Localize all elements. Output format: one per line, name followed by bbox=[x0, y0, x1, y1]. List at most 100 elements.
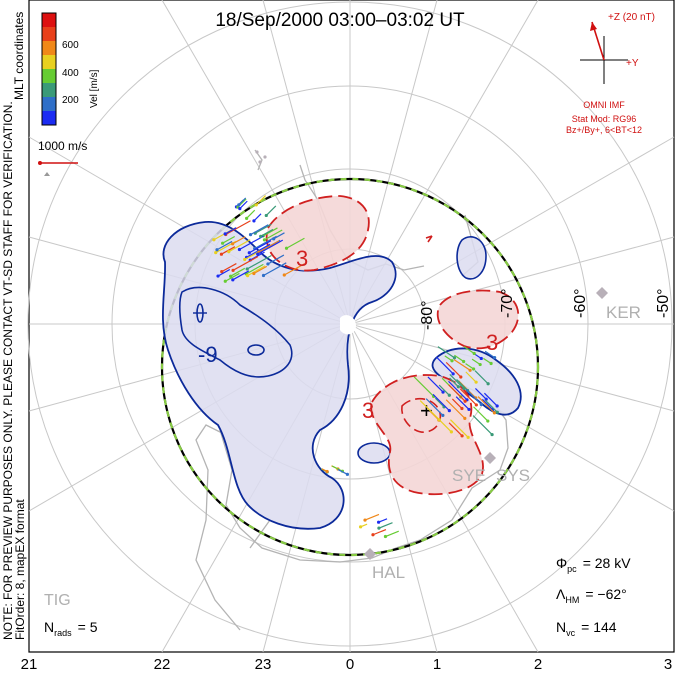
velocity-vector-origin bbox=[259, 234, 263, 238]
velocity-vector-origin bbox=[451, 372, 455, 376]
velocity-vector-origin bbox=[383, 534, 388, 539]
velocity-vector-origin bbox=[237, 203, 241, 207]
velocity-vector-origin bbox=[490, 432, 494, 437]
velocity-vector bbox=[238, 197, 247, 206]
velocity-vector-origin bbox=[463, 399, 467, 403]
velocity-vector-origin bbox=[478, 362, 482, 367]
imf-y-label: +Y bbox=[626, 58, 639, 69]
velocity-vector-origin bbox=[363, 518, 367, 522]
contour-label-3-noon: 3 bbox=[296, 246, 308, 271]
mlt-tick-21: 21 bbox=[21, 656, 38, 673]
velocity-vector bbox=[260, 228, 274, 237]
velocity-vector-origin bbox=[479, 356, 483, 361]
velocity-vector-origin bbox=[479, 402, 483, 407]
velocity-vector-origin bbox=[230, 242, 235, 246]
velocity-vector-origin bbox=[489, 361, 493, 366]
velocity-reference-marker bbox=[44, 172, 50, 176]
velocity-vector-origin bbox=[474, 380, 478, 384]
velocity-vector bbox=[448, 422, 463, 437]
color-scale-swatch bbox=[42, 69, 56, 83]
velocity-vector bbox=[451, 398, 463, 409]
velocity-vector bbox=[225, 220, 251, 236]
velocity-vector-origin bbox=[460, 406, 464, 411]
velocity-vector-origin bbox=[358, 525, 363, 529]
velocity-vector-origin bbox=[247, 251, 251, 255]
velocity-vector bbox=[459, 388, 477, 406]
velocity-vector-origin bbox=[245, 274, 250, 278]
fit-order-note: FitOrder: 8, mapEX format bbox=[13, 499, 27, 640]
statistics: Φpc = 28 kV ΛHM = −62° Nvc = 144 Nrads = 5 bbox=[44, 555, 631, 638]
map-title: 18/Sep/2000 03:00–03:02 UT bbox=[215, 10, 465, 31]
velocity-vector bbox=[378, 522, 393, 529]
latitude-label-80: -80° bbox=[419, 300, 436, 330]
velocity-vector-origin bbox=[486, 382, 490, 386]
velocity-vector-origin bbox=[325, 469, 329, 474]
velocity-vector-origin bbox=[252, 271, 256, 276]
stat-lambda-hm: ΛHM = −62° bbox=[556, 586, 627, 605]
plot-frame bbox=[28, 0, 675, 653]
velocity-vector bbox=[413, 376, 435, 397]
velocity-vector bbox=[475, 388, 487, 400]
velocity-vector bbox=[434, 397, 445, 408]
velocity-vector bbox=[419, 400, 440, 421]
velocity-vector-origin bbox=[452, 356, 457, 360]
velocity-vector-origin bbox=[252, 219, 256, 223]
color-scale-swatch bbox=[42, 41, 56, 55]
velocity-vector-origin bbox=[371, 533, 375, 537]
velocity-vector bbox=[364, 513, 380, 521]
velocity-vector bbox=[453, 359, 471, 371]
color-scale: 600 400 200 Vel [m/s] bbox=[41, 12, 100, 126]
positive-cell-speck bbox=[425, 235, 433, 243]
velocity-vector-origin bbox=[221, 241, 225, 245]
velocity-vector-origin bbox=[467, 407, 471, 412]
velocity-vector-origin bbox=[219, 252, 224, 256]
velocity-vector bbox=[438, 384, 450, 396]
color-scale-swatch bbox=[42, 27, 56, 41]
velocity-vector bbox=[449, 374, 465, 389]
station-markers bbox=[255, 150, 608, 560]
velocity-vector bbox=[263, 262, 287, 277]
velocity-vector-origin bbox=[231, 268, 235, 272]
velocity-vector bbox=[484, 350, 495, 359]
velocity-vector bbox=[438, 418, 452, 433]
velocity-vector-origin bbox=[231, 278, 235, 282]
negative-inner-contour bbox=[178, 286, 293, 378]
stat-model-line1: Stat Mod: RG96 bbox=[572, 114, 637, 124]
velocity-vector-origin bbox=[486, 419, 490, 423]
contour-label-minus-9: -9 bbox=[198, 342, 218, 367]
imf-z-label: +Z (20 nT) bbox=[608, 12, 655, 23]
velocity-vector-origin bbox=[441, 390, 445, 394]
velocity-vector-origin bbox=[266, 262, 270, 266]
velocity-reference-dot bbox=[38, 161, 42, 165]
velocity-vector bbox=[445, 361, 462, 378]
velocity-vector bbox=[474, 370, 489, 385]
velocity-vector-origin bbox=[462, 359, 466, 364]
contour-label-3-east: 3 bbox=[486, 330, 498, 355]
color-scale-swatch bbox=[42, 111, 56, 125]
velocity-vector bbox=[262, 227, 278, 237]
mlt-tick-23: 23 bbox=[255, 656, 272, 673]
velocity-vector-origin bbox=[492, 411, 497, 415]
velocity-vector-origin bbox=[376, 520, 381, 524]
velocity-vector-origin bbox=[474, 403, 478, 407]
velocity-vector-origin bbox=[493, 355, 497, 360]
velocity-vector bbox=[254, 223, 272, 234]
stat-n-rads: Nrads = 5 bbox=[44, 619, 98, 638]
velocity-vector bbox=[264, 229, 283, 241]
positive-cell-east bbox=[436, 289, 520, 350]
velocity-vector bbox=[450, 419, 469, 438]
velocity-vector bbox=[477, 396, 495, 414]
velocity-vector bbox=[232, 236, 246, 245]
imf-source-label: OMNI IMF bbox=[583, 100, 625, 110]
velocity-vector-origin bbox=[256, 252, 260, 256]
velocity-vector-origin bbox=[456, 385, 460, 389]
negative-cell-small bbox=[357, 442, 391, 464]
velocity-vector-origin bbox=[214, 251, 218, 255]
velocity-vector bbox=[454, 354, 464, 362]
color-scale-swatch bbox=[42, 83, 56, 97]
velocity-vector bbox=[267, 254, 285, 265]
positive-cell-dawn-inner bbox=[401, 397, 442, 433]
velocity-vector bbox=[232, 270, 250, 281]
mlt-tick-1: 1 bbox=[433, 656, 441, 673]
